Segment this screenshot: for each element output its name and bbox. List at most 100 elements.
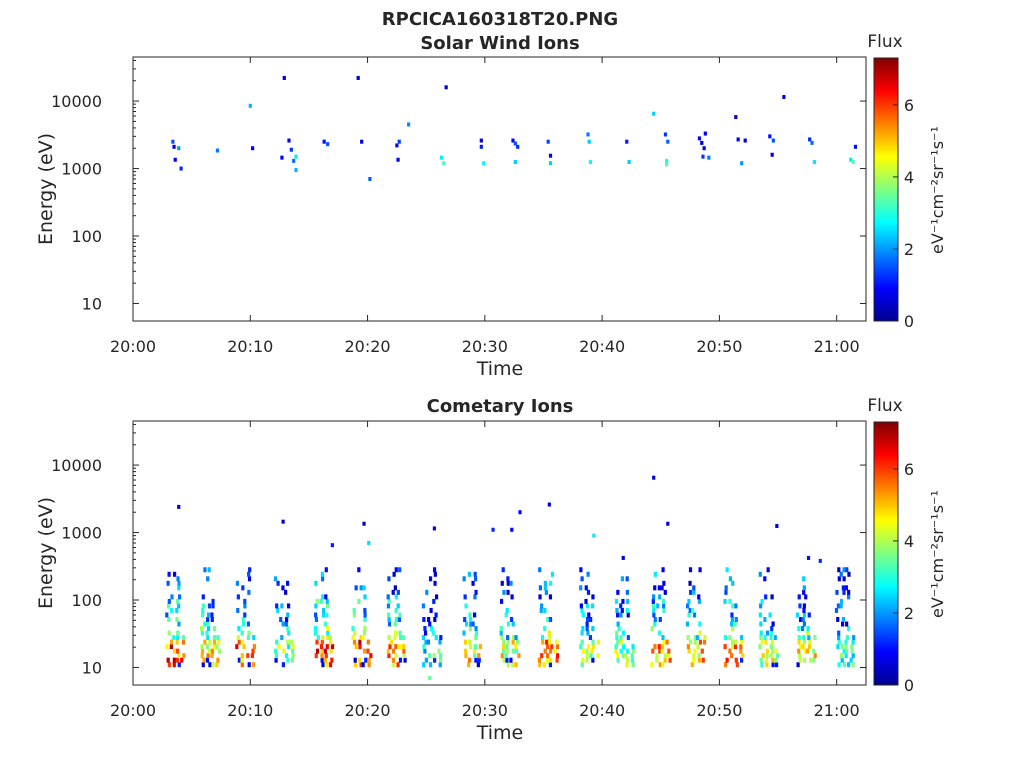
flux-cell bbox=[668, 657, 672, 663]
flux-cell bbox=[730, 616, 735, 622]
flux-cell bbox=[433, 580, 437, 586]
flux-cell bbox=[313, 630, 318, 636]
flux-cell bbox=[630, 653, 634, 659]
flux-cell bbox=[394, 594, 398, 600]
flux-cell bbox=[387, 616, 391, 622]
flux-cell bbox=[425, 589, 429, 595]
flux-cell bbox=[474, 635, 478, 641]
flux-cell bbox=[619, 635, 623, 641]
flux-cell bbox=[387, 653, 391, 659]
flux-cell bbox=[502, 639, 506, 645]
flux-cell bbox=[615, 635, 619, 641]
flux-cell bbox=[175, 639, 179, 645]
flux-cell bbox=[580, 576, 584, 582]
flux-cell bbox=[320, 571, 324, 577]
flux-cell bbox=[407, 122, 411, 127]
flux-cell bbox=[361, 662, 365, 668]
flux-cell bbox=[596, 653, 600, 659]
flux-cell bbox=[808, 639, 812, 645]
flux-cell bbox=[506, 639, 510, 645]
flux-cell bbox=[285, 580, 290, 586]
flux-cell bbox=[655, 657, 659, 663]
flux-cell bbox=[243, 612, 247, 618]
flux-cell bbox=[553, 648, 557, 654]
flux-cell bbox=[625, 607, 629, 613]
flux-cell bbox=[771, 138, 775, 143]
flux-cell bbox=[690, 662, 694, 668]
flux-cell bbox=[844, 648, 849, 654]
flux-cell bbox=[316, 635, 320, 641]
flux-cell bbox=[812, 648, 816, 654]
flux-cell bbox=[759, 603, 763, 609]
flux-cell bbox=[506, 576, 510, 582]
flux-cell bbox=[386, 603, 391, 609]
flux-cell bbox=[663, 653, 667, 659]
flux-cell bbox=[695, 635, 700, 641]
flux-cell bbox=[201, 607, 205, 613]
flux-cell bbox=[248, 103, 252, 108]
flux-cell bbox=[844, 653, 848, 659]
flux-cell bbox=[621, 598, 625, 604]
flux-cell bbox=[276, 580, 280, 586]
flux-cell bbox=[358, 639, 362, 645]
flux-cell bbox=[180, 657, 184, 663]
flux-cell bbox=[546, 653, 550, 659]
flux-cell bbox=[362, 521, 366, 526]
flux-cell bbox=[402, 653, 406, 659]
flux-cell bbox=[802, 585, 806, 591]
flux-cell bbox=[850, 644, 854, 650]
flux-cell bbox=[548, 657, 553, 663]
flux-cell bbox=[734, 603, 738, 609]
flux-cell bbox=[171, 139, 175, 144]
flux-cell bbox=[169, 644, 173, 650]
y-axis: 10 100 1000 10000 bbox=[51, 59, 866, 313]
flux-cell bbox=[837, 639, 841, 645]
flux-cell bbox=[468, 616, 473, 622]
flux-cell bbox=[473, 653, 477, 659]
flux-cell bbox=[655, 653, 659, 659]
flux-cell bbox=[289, 147, 293, 152]
flux-cell bbox=[182, 653, 186, 659]
flux-cell bbox=[356, 75, 360, 80]
flux-cell bbox=[428, 662, 433, 668]
flux-cell bbox=[740, 657, 744, 663]
flux-cell bbox=[847, 662, 851, 668]
flux-cell bbox=[177, 621, 181, 627]
flux-cell bbox=[444, 85, 448, 90]
flux-cell bbox=[328, 662, 333, 668]
flux-cell bbox=[586, 132, 590, 137]
flux-cell bbox=[177, 585, 181, 591]
flux-cell bbox=[463, 616, 467, 622]
flux-cell bbox=[700, 140, 704, 145]
flux-cell bbox=[584, 585, 588, 591]
flux-cell bbox=[836, 603, 841, 609]
flux-cell bbox=[210, 648, 215, 654]
flux-cell bbox=[734, 616, 738, 622]
flux-cell bbox=[581, 626, 585, 632]
flux-cell bbox=[758, 612, 762, 618]
flux-cell bbox=[626, 612, 630, 618]
flux-cell bbox=[620, 607, 624, 613]
flux-cell bbox=[585, 603, 589, 609]
flux-cell bbox=[847, 589, 851, 595]
flux-cell bbox=[799, 644, 803, 650]
x-axis-label: Time bbox=[476, 358, 524, 380]
flux-cell bbox=[325, 598, 329, 604]
flux-cell bbox=[509, 616, 514, 622]
flux-cell bbox=[438, 662, 442, 668]
flux-cell bbox=[550, 571, 555, 577]
flux-cell bbox=[434, 635, 438, 641]
flux-cell bbox=[291, 648, 295, 654]
flux-cell bbox=[580, 662, 584, 668]
flux-cell bbox=[697, 594, 701, 600]
flux-cell bbox=[663, 132, 668, 137]
flux-cell bbox=[764, 639, 768, 645]
flux-cell bbox=[759, 635, 763, 641]
flux-cell bbox=[216, 635, 220, 641]
flux-cell bbox=[842, 567, 846, 573]
flux-cell bbox=[246, 653, 250, 659]
flux-cell bbox=[393, 635, 397, 641]
flux-cell bbox=[837, 576, 841, 582]
flux-cell bbox=[393, 585, 397, 591]
flux-cell bbox=[514, 648, 518, 654]
